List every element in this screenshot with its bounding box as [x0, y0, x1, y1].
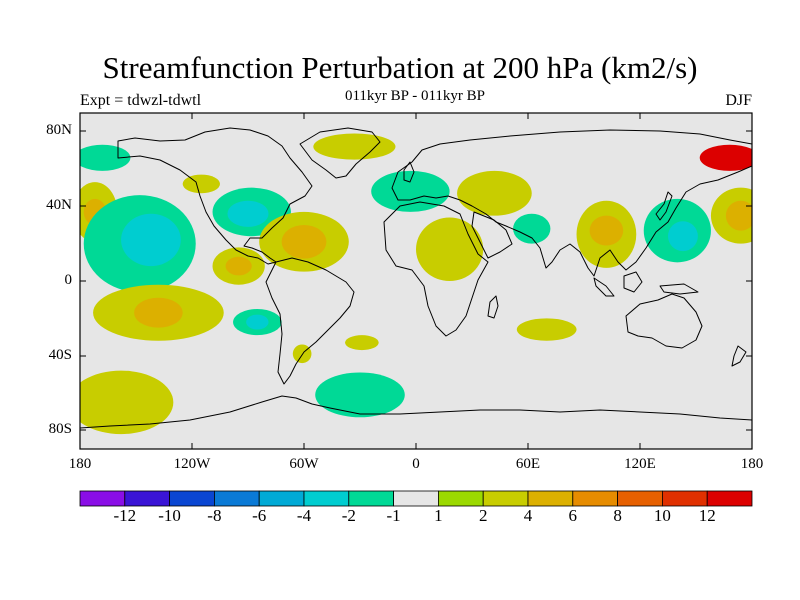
anomaly-field	[80, 133, 752, 435]
north-america-coast	[117, 127, 313, 265]
greenland-coast	[299, 127, 381, 179]
anomaly-region-3	[121, 213, 181, 267]
anomaly-region-24	[513, 213, 551, 244]
colorbar	[79, 490, 753, 507]
anomaly-region-23	[457, 170, 532, 216]
colorbar-label-7: 1	[434, 506, 443, 525]
colorbar-label-9: 4	[523, 506, 533, 525]
lon-label-0: 0	[412, 456, 420, 472]
colorbar-label-13: 12	[698, 506, 716, 525]
colorbar-swatch-0	[79, 490, 126, 507]
africa-coast	[383, 201, 489, 337]
colorbar-label-10: 6	[568, 506, 578, 525]
anomaly-region-29	[668, 221, 698, 252]
colorbar-swatch-8	[437, 490, 484, 507]
lon-label-180e: 180	[740, 456, 764, 472]
lat-label-80s: 80S	[48, 421, 72, 437]
lon-label-60w: 60W	[289, 456, 319, 472]
experiment-label: Expt = tdwzl-tdwtl	[80, 92, 202, 109]
lat-label-40n: 40N	[46, 197, 72, 213]
colorbar-swatch-5	[303, 490, 350, 507]
map-background	[80, 113, 752, 449]
lon-label-120w: 120W	[173, 456, 211, 472]
season-label: DJF	[725, 92, 752, 109]
colorbar-label-1: -10	[158, 506, 181, 525]
australia-coast	[625, 293, 703, 349]
axis-ticks	[80, 113, 752, 449]
lon-label-120e: 120E	[624, 456, 656, 472]
colorbar-swatch-9	[482, 490, 529, 507]
anomaly-region-14	[225, 256, 252, 276]
anomaly-region-17	[292, 344, 312, 364]
borneo-coast	[623, 271, 643, 293]
colorbar-swatch-13	[662, 490, 708, 507]
colorbar-label-5: -2	[341, 506, 356, 525]
colorbar-label-8: 2	[478, 506, 488, 525]
anomaly-region-8	[182, 174, 220, 194]
south-america-coast	[265, 257, 355, 385]
antarctica-coast	[80, 395, 752, 429]
coastlines	[80, 127, 752, 429]
chart-title: Streamfunction Perturbation at 200 hPa (…	[102, 50, 698, 85]
anomaly-region-10	[227, 200, 269, 227]
anomaly-region-5	[134, 297, 183, 328]
anomaly-region-31	[725, 200, 752, 231]
anomaly-region-32	[699, 144, 752, 171]
anomaly-region-20	[313, 133, 396, 160]
lon-label-60e: 60E	[515, 456, 541, 472]
colorbar-swatch-10	[527, 490, 574, 507]
colorbar-swatch-6	[348, 490, 394, 507]
colorbar-swatch-1	[124, 490, 171, 507]
colorbar-label-12: 10	[653, 506, 671, 525]
anomaly-region-16	[246, 314, 269, 330]
lat-label-80n: 80N	[46, 122, 72, 138]
colorbar-swatch-3	[213, 490, 260, 507]
colorbar-label-4: -4	[296, 506, 312, 525]
anomaly-region-21	[371, 170, 450, 212]
colorbar-swatch-2	[169, 490, 215, 507]
new-zealand-coast	[731, 345, 747, 367]
lat-label-40s: 40S	[48, 347, 72, 363]
anomaly-region-6	[80, 370, 174, 435]
colorbar-swatch-14	[706, 490, 753, 507]
period-label: 011kyr BP - 011kyr BP	[344, 88, 485, 104]
arabia-coast	[471, 211, 513, 259]
britain-coast	[403, 161, 415, 183]
eurasia-coast	[391, 129, 752, 277]
colorbar-swatch-4	[258, 490, 305, 507]
anomaly-region-25	[516, 318, 577, 341]
colorbar-swatch-11	[572, 490, 618, 507]
colorbar-label-11: 8	[613, 506, 622, 525]
colorbar-label-3: -6	[252, 506, 267, 525]
lat-label-0: 0	[64, 272, 73, 288]
lon-label-180w: 180	[68, 456, 92, 472]
anomaly-region-18	[345, 335, 379, 351]
japan-coast	[655, 191, 673, 221]
madagascar-coast	[487, 295, 499, 319]
colorbar-label-2: -8	[207, 506, 222, 525]
anomaly-region-12	[281, 225, 327, 259]
sumatra-coast	[593, 277, 615, 297]
colorbar-swatch-12	[617, 490, 663, 507]
colorbar-swatch-7	[393, 490, 439, 507]
colorbar-label-0: -12	[113, 506, 137, 525]
anomaly-region-27	[589, 215, 624, 246]
colorbar-label-6: -1	[386, 506, 401, 525]
new-guinea-coast	[659, 283, 699, 295]
anomaly-region-22	[416, 217, 484, 281]
anomaly-region-19	[315, 372, 405, 418]
